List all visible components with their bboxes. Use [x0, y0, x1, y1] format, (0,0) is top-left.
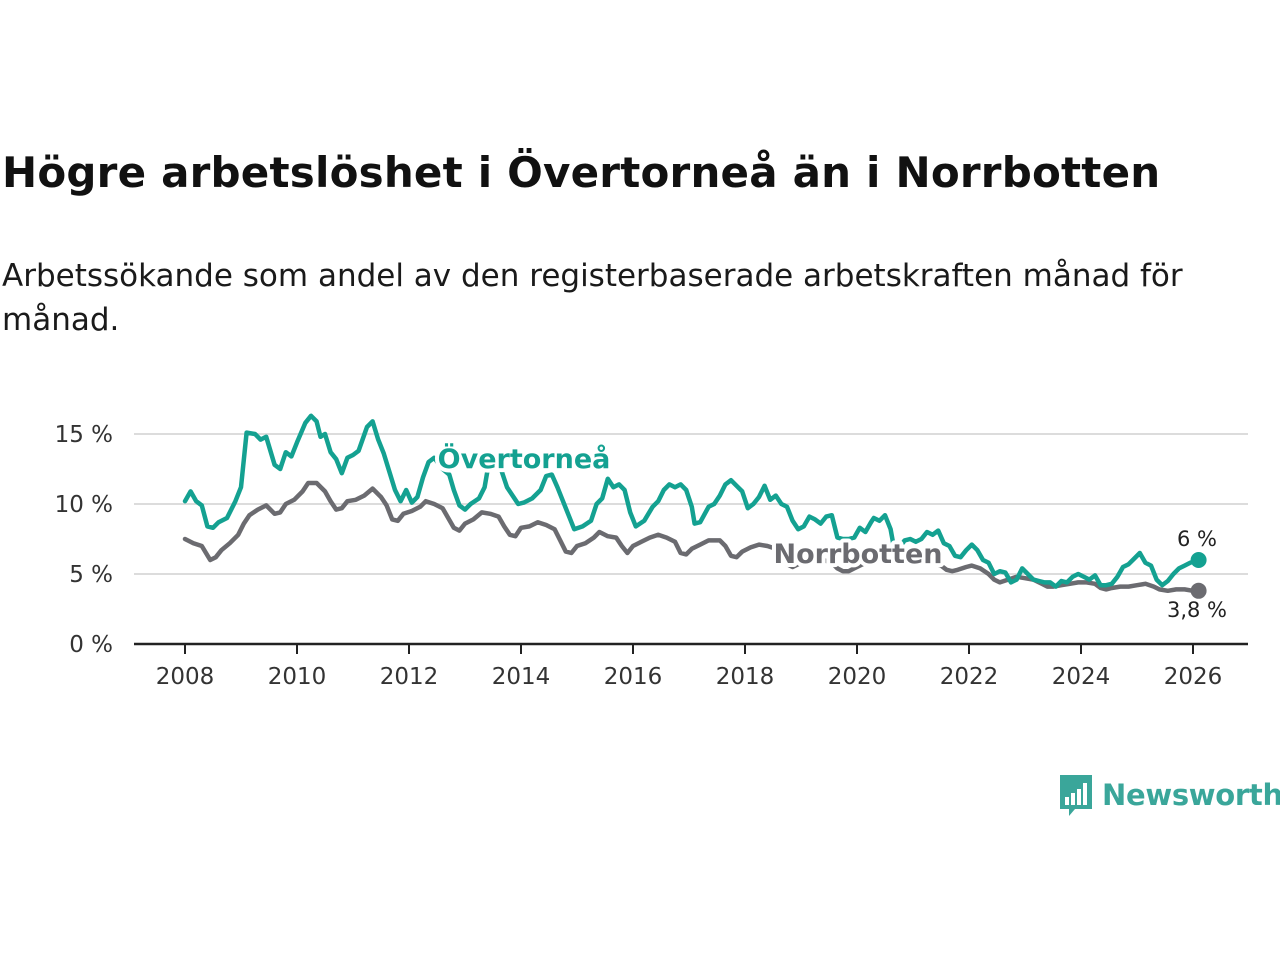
x-tick-label: 2012 — [380, 664, 439, 690]
x-tick-label: 2016 — [604, 664, 663, 690]
x-tick-label: 2014 — [492, 664, 551, 690]
series-label-overtornea-halo: Övertorneå — [438, 442, 611, 475]
line-chart: 0 %5 %10 %15 % 2008 2010 2012 2014 2016 2018 2… — [55, 413, 1248, 690]
series-line-norrbotten — [182, 480, 1201, 594]
chart-title: Högre arbetslöshet i Övertorneå än i Nor… — [2, 148, 1161, 197]
y-tick-label: 0 % — [69, 632, 113, 658]
x-tick-label: 2022 — [940, 664, 999, 690]
newsworthy-logo-icon — [1060, 775, 1092, 816]
x-tick-label: 2010 — [268, 664, 327, 690]
x-tick-label: 2008 — [156, 664, 215, 690]
series-labels: ÖvertorneåÖvertorneåNorrbottenNorrbotten… — [434, 438, 1227, 622]
newsworthy-logo: Newsworthy — [1058, 772, 1280, 818]
series-lines — [182, 413, 1207, 599]
series-line-overtornea — [182, 413, 1201, 589]
newsworthy-logo-text: Newsworthy — [1102, 778, 1280, 812]
x-tick-label: 2026 — [1164, 664, 1223, 690]
x-axis: 2008 2010 2012 2014 2016 2018 2020 2022 2024 2026 — [156, 644, 1223, 690]
series-end-marker — [1190, 552, 1207, 568]
series-label-norrbotten-halo: Norrbotten — [773, 539, 942, 570]
x-tick-label: 2020 — [828, 664, 887, 690]
end-value-norrbotten: 3,8 % — [1167, 598, 1227, 622]
x-tick-label: 2024 — [1052, 664, 1111, 690]
series-label-norrbotten: Norrbotten — [773, 539, 942, 570]
y-axis: 0 % 5 % 10 % 15 % — [55, 422, 113, 658]
chart-subtitle: Arbetssökande som andel av den registerb… — [2, 258, 1183, 338]
y-tick-label: 5 % — [69, 562, 113, 588]
series-end-marker — [1190, 582, 1207, 599]
x-tick-label: 2018 — [716, 664, 775, 690]
y-tick-label: 15 % — [55, 422, 113, 448]
end-value-overtornea: 6 % — [1177, 527, 1217, 551]
series-label-overtornea: Övertorneå — [438, 442, 611, 475]
y-tick-label: 10 % — [55, 492, 113, 518]
